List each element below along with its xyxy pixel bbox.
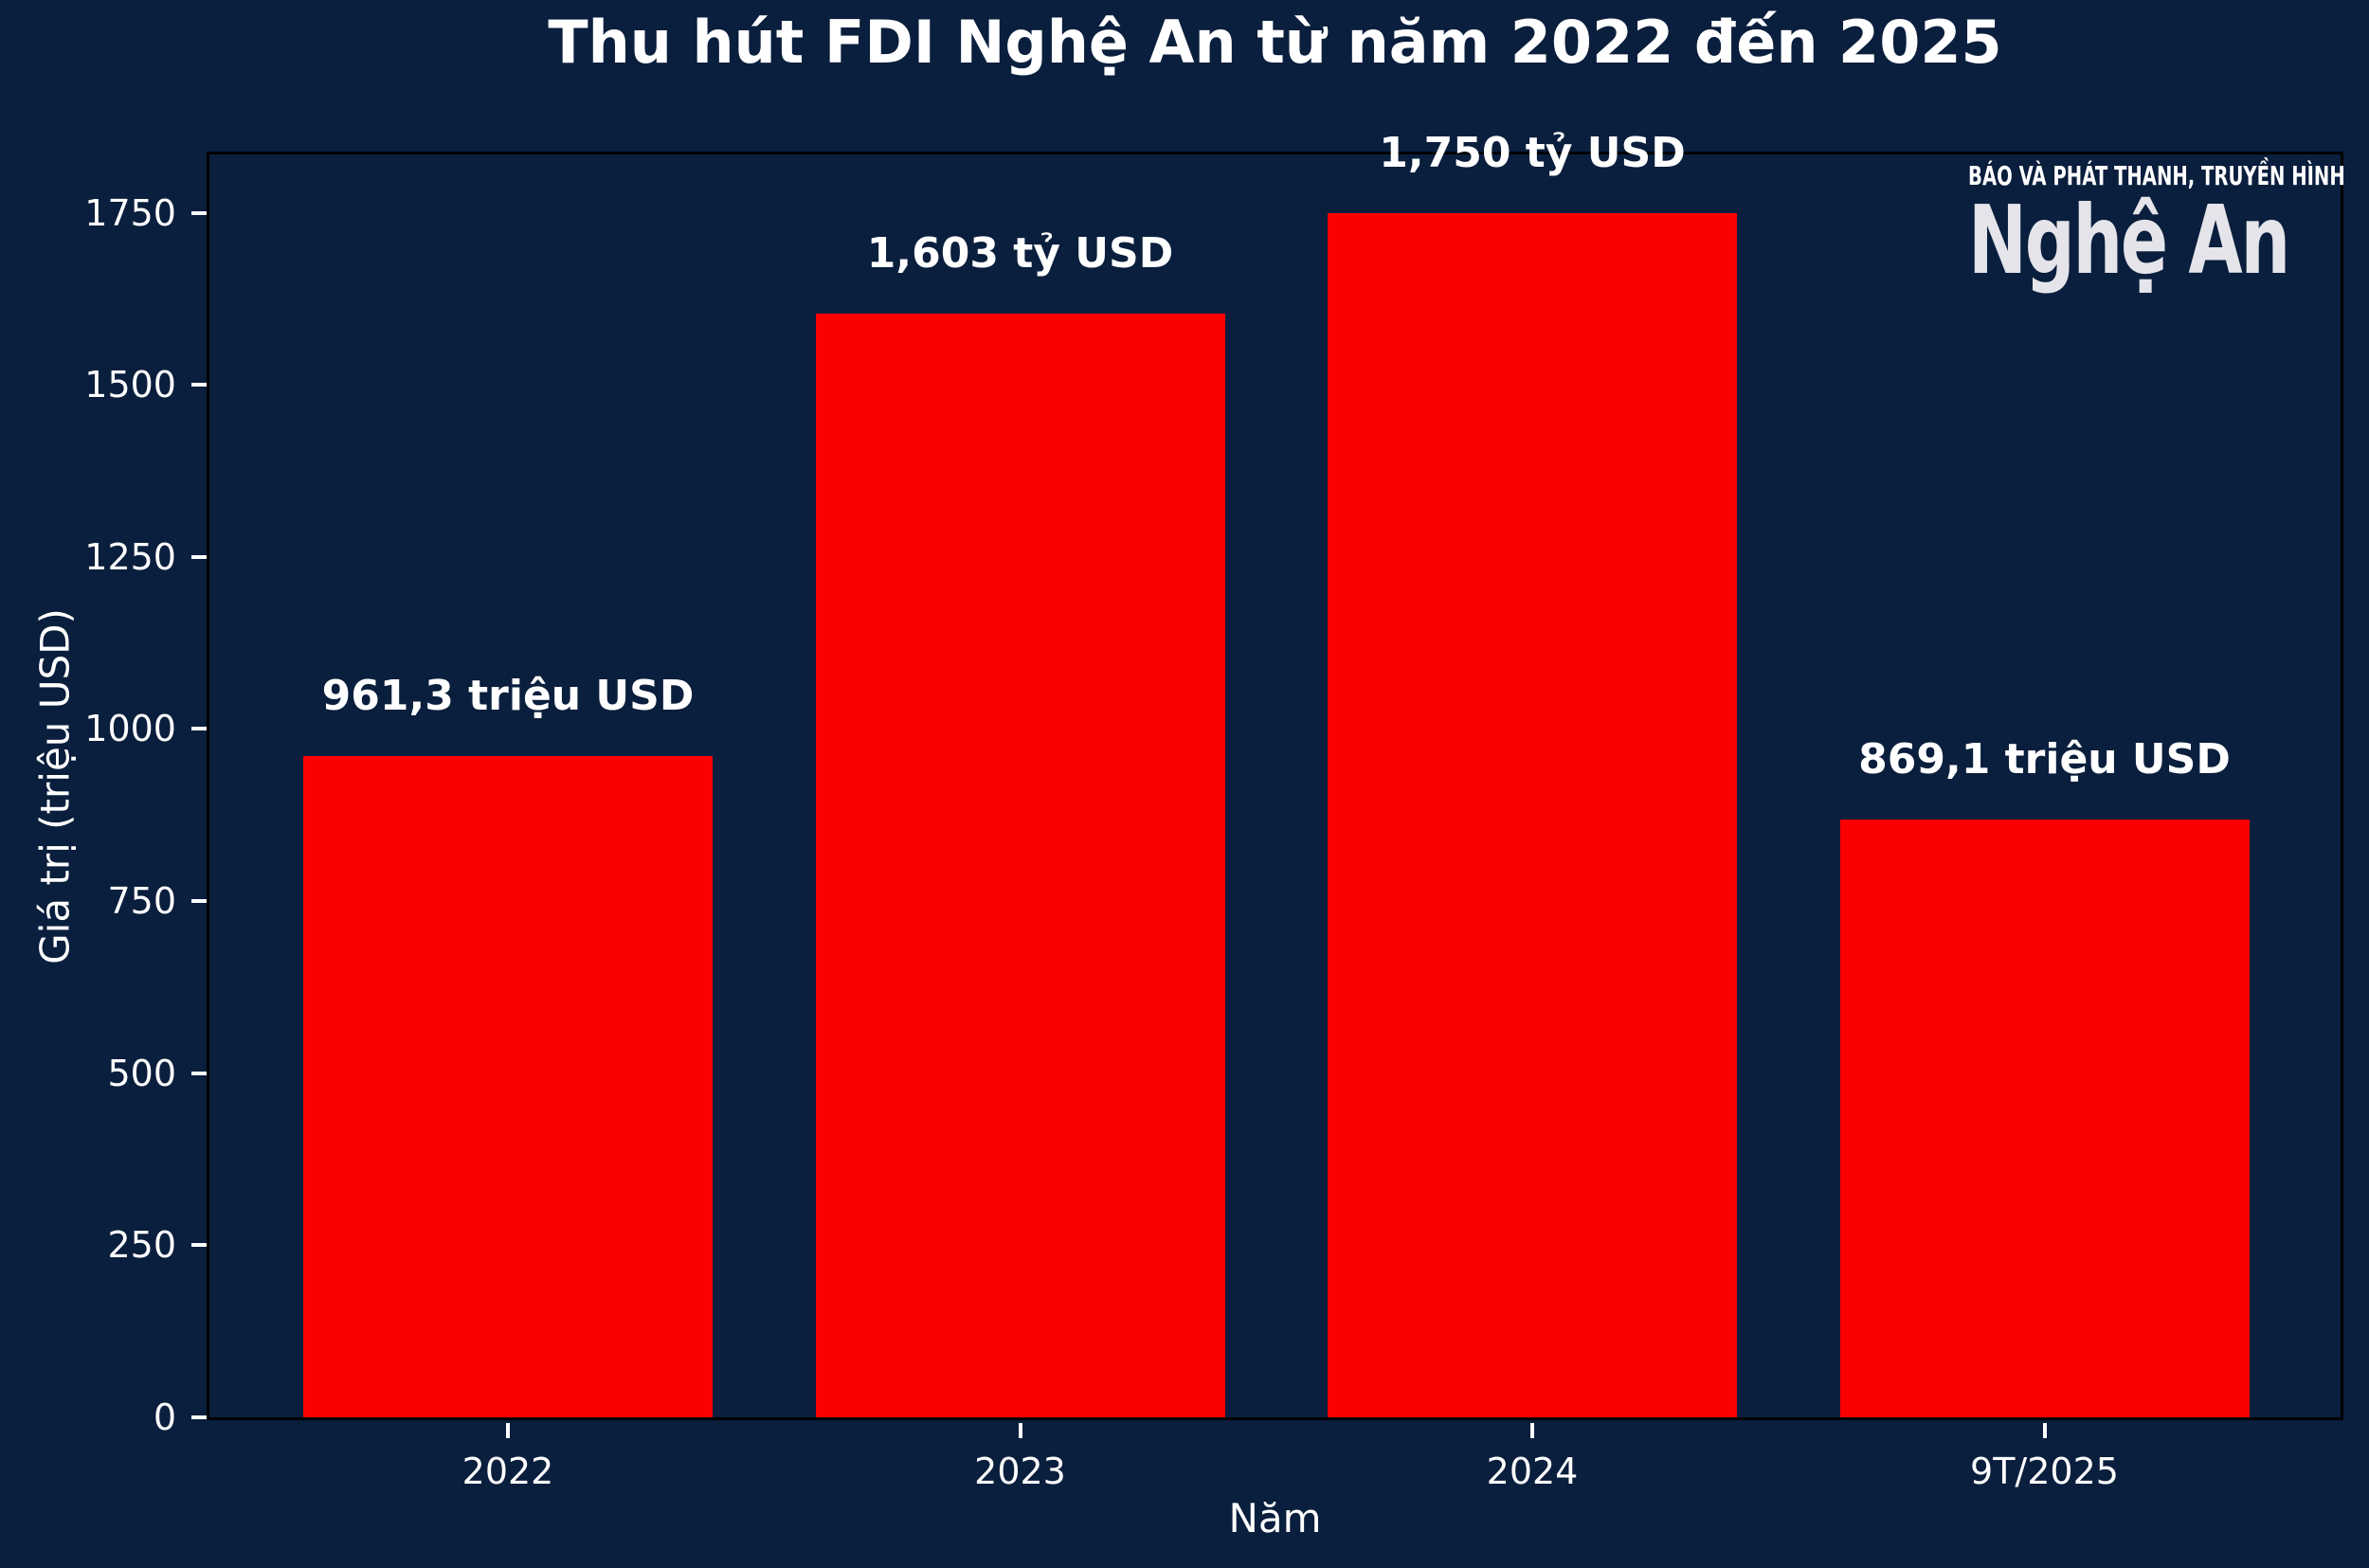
bar-9T/2025 [1839,820,2250,1417]
y-tick [191,899,207,904]
y-tick [191,1071,207,1075]
logo-name: Nghệ An [1968,185,2290,296]
y-tick-label: 1250 [84,535,176,578]
bar-value-label: 1,750 tỷ USD [1379,129,1686,177]
y-tick-label: 1000 [84,708,176,750]
bar-value-label: 961,3 triệu USD [321,672,695,720]
y-axis-title: Giá trị (triệu USD) [31,608,79,964]
plot-area: 961,3 triệu USD 2022 1,603 tỷ USD 2023 1,750… [84,129,2343,1492]
y-tick-label: 1500 [84,364,176,406]
y-tick-label: 250 [107,1224,176,1267]
y-tick [191,727,207,731]
bar-value-label: 869,1 triệu USD [1858,735,2231,784]
nghe-an-newspaper-logo: BÁO VÀ PHÁT THANH, TRUYỀN HÌNH Nghệ An [1968,161,2345,296]
bar-2022 [303,756,713,1417]
bar-value-label: 1,603 tỷ USD [866,229,1174,278]
y-tick-label: 750 [107,880,176,923]
x-tick [2042,1423,2047,1438]
y-tick [191,1243,207,1248]
x-tick [506,1423,510,1438]
y-tick [191,554,207,559]
y-tick-label: 500 [107,1052,176,1094]
bar-2023 [815,314,1225,1417]
y-tick-label: 0 [153,1397,176,1438]
y-tick-label: 1750 [84,191,176,234]
y-tick [191,383,207,387]
x-tick-label: 9T/2025 [1970,1451,2119,1492]
x-tick-label: 2024 [1486,1451,1579,1492]
x-tick-label: 2023 [974,1451,1066,1492]
x-tick-label: 2022 [461,1451,554,1492]
y-tick [191,1415,207,1419]
x-axis-title: Năm [1228,1495,1322,1541]
chart-title: Thu hút FDI Nghệ An từ năm 2022 đến 2025 [548,8,2002,77]
y-tick [191,210,207,215]
x-tick [1018,1423,1022,1438]
x-tick [1530,1423,1534,1438]
bar-2024 [1328,213,1737,1417]
